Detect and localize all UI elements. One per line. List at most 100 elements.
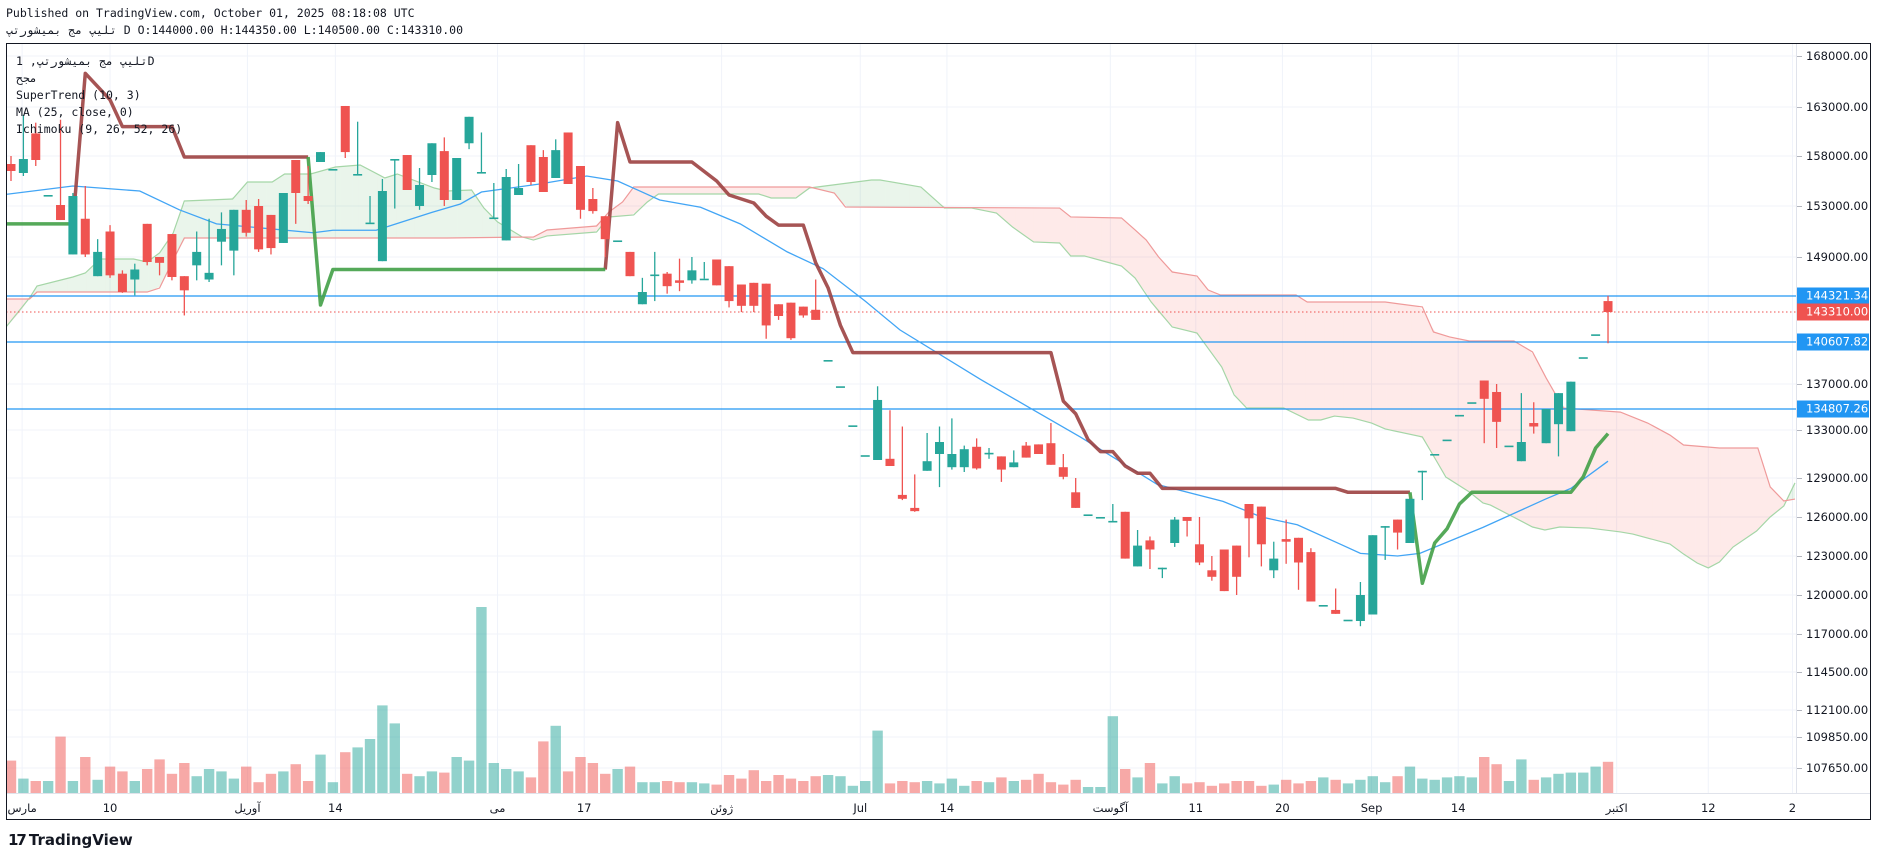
ichimoku-cloud-segment [841, 183, 848, 208]
price-tick-label: 112100.00 [1796, 703, 1869, 717]
volume-bar [179, 763, 190, 793]
candle [1355, 582, 1365, 627]
ichimoku-cloud-segment [1145, 238, 1152, 303]
ichimoku-cloud-segment [1206, 288, 1214, 355]
price-tick-label: 114500.00 [1796, 665, 1869, 679]
candle-body [798, 306, 808, 316]
ichimoku-cloud-segment [637, 187, 644, 212]
volume-bar [166, 773, 178, 793]
ichimoku-cloud-segment [1318, 302, 1325, 421]
candle-body [526, 145, 536, 182]
candle [798, 306, 808, 318]
candle [1516, 393, 1526, 462]
ichimoku-cloud-segment [1466, 340, 1474, 496]
candle [192, 231, 202, 281]
volume-bar [439, 772, 450, 793]
price-tick-label: 137000.00 [1796, 377, 1869, 391]
ichimoku-cloud-segment [1392, 303, 1399, 432]
volume-bar [302, 781, 314, 793]
candle [117, 270, 127, 293]
candle-body [353, 174, 363, 176]
price-tick-label: 158000.00 [1796, 149, 1869, 163]
candle-body [551, 150, 561, 178]
chart-plot-area[interactable] [6, 43, 1796, 793]
candle-body [984, 452, 994, 455]
candle-body [1566, 381, 1576, 432]
legend-symbol[interactable]: تلیپ مج بمیشورتپ, 1D [16, 54, 155, 68]
price-axis[interactable]: 168000.00 163000.00 158000.00 153000.00 1490… [1796, 43, 1872, 793]
ichimoku-cloud-segment [1640, 420, 1647, 538]
ichimoku-cloud-segment [1200, 280, 1207, 347]
candle [1083, 514, 1093, 516]
volume-bar [141, 769, 153, 793]
volume-bar [1367, 776, 1378, 793]
ichimoku-cloud-segment [779, 187, 786, 198]
ichimoku-cloud-segment [1695, 446, 1703, 566]
time-tick-label: 17 [576, 801, 592, 815]
candle-body [514, 188, 524, 195]
candle [402, 155, 412, 190]
candle [1046, 423, 1056, 465]
brand-name: TradingView [28, 831, 133, 849]
candle-body [1009, 462, 1019, 468]
ichimoku-cloud-segment [426, 185, 434, 239]
ichimoku-cloud-segment [755, 187, 762, 195]
volume-bar [1120, 769, 1131, 793]
volume-bar [327, 782, 339, 793]
ichimoku-cloud-segment [563, 228, 570, 235]
ichimoku-cloud-segment [55, 279, 62, 293]
ichimoku-cloud-segment [1076, 217, 1084, 256]
volume-bar [241, 766, 252, 793]
ichimoku-cloud-segment [470, 190, 477, 238]
ichimoku-cloud-segment [1045, 207, 1053, 243]
candle [1071, 478, 1081, 508]
candle [1058, 454, 1068, 480]
volume-bar [1231, 781, 1242, 793]
volume-bar [42, 781, 54, 793]
candle [1479, 380, 1489, 444]
price-tick-label: 126000.00 [1796, 510, 1869, 524]
candle-body [1256, 506, 1266, 545]
ichimoku-cloud-segment [1015, 207, 1022, 234]
volume-bar [30, 781, 41, 793]
candle [1591, 334, 1601, 336]
candle [1256, 506, 1266, 567]
legend-supertrend[interactable]: SuperTrend (10, 3) [16, 88, 141, 102]
volume-bar [1020, 779, 1032, 793]
ichimoku-cloud-segment [575, 227, 582, 234]
time-axis[interactable]: مارس 10 آوریل 14 می 17 ژوئن Jul 14 آگوست 11 20 Sep 14… [6, 793, 1871, 821]
candle-body [229, 209, 239, 251]
volume-bar [389, 723, 400, 793]
candle [860, 455, 870, 457]
time-tick-label: 14 [1450, 801, 1466, 815]
ichimoku-cloud-segment [1231, 295, 1238, 399]
candle [588, 188, 598, 214]
candle [204, 218, 214, 283]
ichimoku-cloud-segment [1658, 428, 1665, 543]
candle [563, 132, 573, 184]
ichimoku-cloud-segment [996, 207, 1003, 219]
candle [415, 168, 425, 210]
volume-bar [624, 766, 636, 793]
legend-ma[interactable]: MA (25, close, 0) [16, 105, 134, 119]
candle [43, 195, 53, 197]
supertrend-down-line [603, 120, 1410, 495]
ichimoku-cloud-segment [61, 278, 68, 293]
candle-body [1133, 545, 1143, 567]
candle-body [1417, 470, 1427, 473]
ichimoku-cloud-segment [1268, 295, 1275, 408]
candle-body [563, 132, 573, 184]
ichimoku-cloud-segment [1132, 227, 1139, 283]
symbol-ohlc-line: تلیپ مج بمیشورتپ D O:144000.00 H:144350.… [6, 23, 463, 37]
ichimoku-cloud-segment [340, 166, 347, 239]
legend-ichimoku[interactable]: Ichimoku (9, 26, 52, 26) [16, 122, 183, 136]
volume-bar [364, 739, 376, 793]
volume-bar [488, 763, 500, 793]
candle [1219, 549, 1229, 592]
candle-body [1492, 391, 1502, 422]
ichimoku-cloud-segment [872, 180, 879, 208]
candle [1232, 545, 1242, 595]
candle-body [811, 309, 821, 320]
ichimoku-cloud-segment [1250, 295, 1257, 408]
volume-bar [104, 766, 116, 793]
